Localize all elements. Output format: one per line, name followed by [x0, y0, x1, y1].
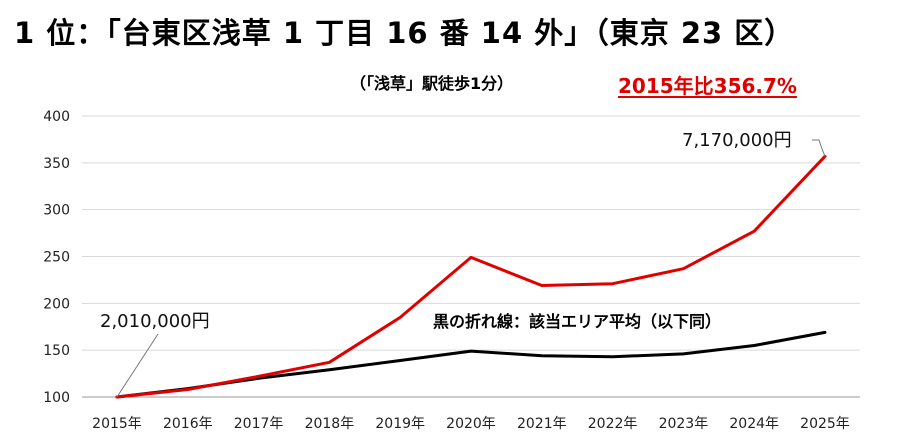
x-tick-label: 2016年: [163, 416, 213, 432]
x-tick-label: 2015年: [92, 416, 142, 432]
x-tick-label: 2021年: [517, 416, 567, 432]
y-tick-label: 400: [43, 109, 70, 125]
x-axis-ticks: 2015年 2016年 2017年 2018年 2019年 2020年 2021年 2022年…: [92, 416, 850, 432]
y-tick-label: 350: [43, 156, 70, 172]
x-tick-label: 2020年: [446, 416, 496, 432]
y-tick-label: 150: [43, 343, 70, 359]
end-price-leader: [812, 139, 826, 157]
series-line-black: [115, 330, 827, 399]
x-tick-label: 2024年: [729, 416, 779, 432]
x-tick-label: 2017年: [234, 416, 284, 432]
legend-note: 黒の折れ線：該当エリア平均（以下同）: [433, 312, 721, 331]
series-layer: [115, 154, 827, 399]
y-tick-label: 100: [43, 390, 70, 406]
x-tick-label: 2023年: [659, 416, 709, 432]
chart-subtitle: （「浅草」駅徒歩1分）: [350, 74, 514, 93]
x-tick-label: 2019年: [375, 416, 425, 432]
end-price-label: 7,170,000円: [682, 130, 792, 151]
y-tick-label: 300: [43, 203, 70, 219]
x-tick-label: 2022年: [588, 416, 638, 432]
x-tick-label: 2025年: [800, 416, 850, 432]
start-price-label: 2,010,000円: [100, 311, 210, 332]
annotation-layer: 2,010,000円 7,170,000円 黒の折れ線：該当エリア平均（以下同）: [100, 130, 826, 398]
y-axis-ticks: 100 150 200 250 300 350 400: [43, 109, 70, 406]
page-title: 1 位：「台東区浅草 1 丁目 16 番 14 外」（東京 23 区）: [14, 16, 795, 50]
y-tick-label: 200: [43, 296, 70, 312]
series-line-red: [115, 154, 827, 399]
growth-rate-label: 2015年比356.7%: [618, 74, 797, 98]
x-tick-label: 2018年: [305, 416, 355, 432]
start-price-leader: [116, 333, 159, 398]
y-tick-label: 250: [43, 250, 70, 266]
